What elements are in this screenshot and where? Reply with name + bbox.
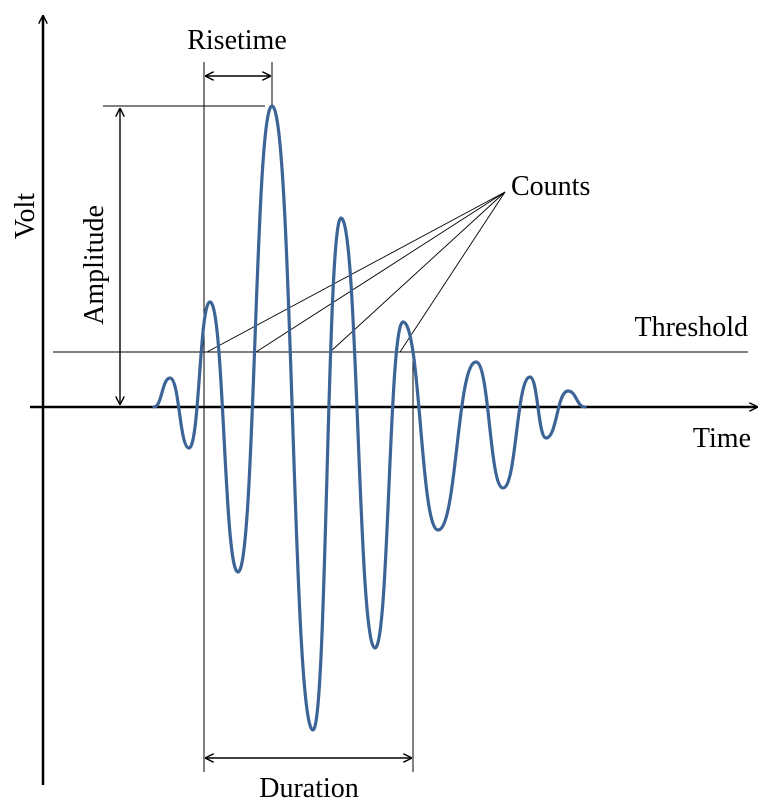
threshold-label: Threshold	[634, 312, 748, 343]
waveform	[152, 104, 587, 732]
duration-label: Duration	[259, 773, 359, 803]
counts-leader-2	[255, 191, 506, 353]
risetime-label: Risetime	[187, 25, 287, 56]
counts-leader-lines	[206, 191, 506, 353]
counts-leader-4	[399, 191, 506, 353]
counts-label: Counts	[511, 171, 590, 202]
volt-label: Volt	[10, 193, 41, 239]
amplitude-label: Amplitude	[79, 205, 110, 325]
time-label: Time	[693, 423, 751, 454]
counts-leader-3	[329, 191, 506, 353]
